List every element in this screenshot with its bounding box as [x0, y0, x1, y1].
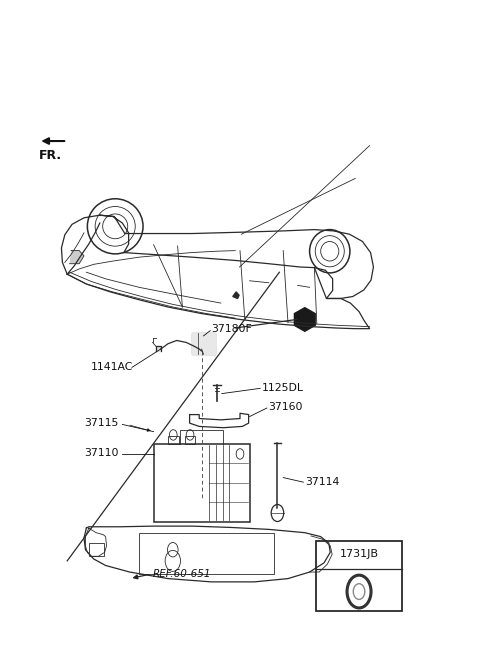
- Bar: [89, 543, 104, 556]
- Text: 37115: 37115: [84, 418, 119, 428]
- Text: 37160: 37160: [268, 401, 302, 412]
- Bar: [192, 333, 215, 354]
- Bar: [185, 436, 195, 444]
- Text: FR.: FR.: [39, 149, 62, 162]
- Bar: [316, 541, 402, 611]
- Polygon shape: [233, 292, 239, 298]
- Text: 1141AC: 1141AC: [91, 362, 133, 373]
- Text: 1731JB: 1731JB: [339, 549, 379, 559]
- Text: 37110: 37110: [84, 447, 119, 458]
- Text: 37180F: 37180F: [211, 324, 252, 335]
- Text: 37114: 37114: [305, 477, 339, 487]
- Text: 1125DL: 1125DL: [262, 383, 304, 394]
- Bar: [154, 444, 250, 522]
- Polygon shape: [192, 333, 215, 354]
- Text: REF.60-651: REF.60-651: [153, 569, 211, 579]
- Polygon shape: [294, 308, 315, 331]
- Bar: [139, 533, 274, 574]
- Bar: [168, 436, 179, 444]
- Polygon shape: [156, 346, 161, 351]
- Polygon shape: [70, 251, 84, 264]
